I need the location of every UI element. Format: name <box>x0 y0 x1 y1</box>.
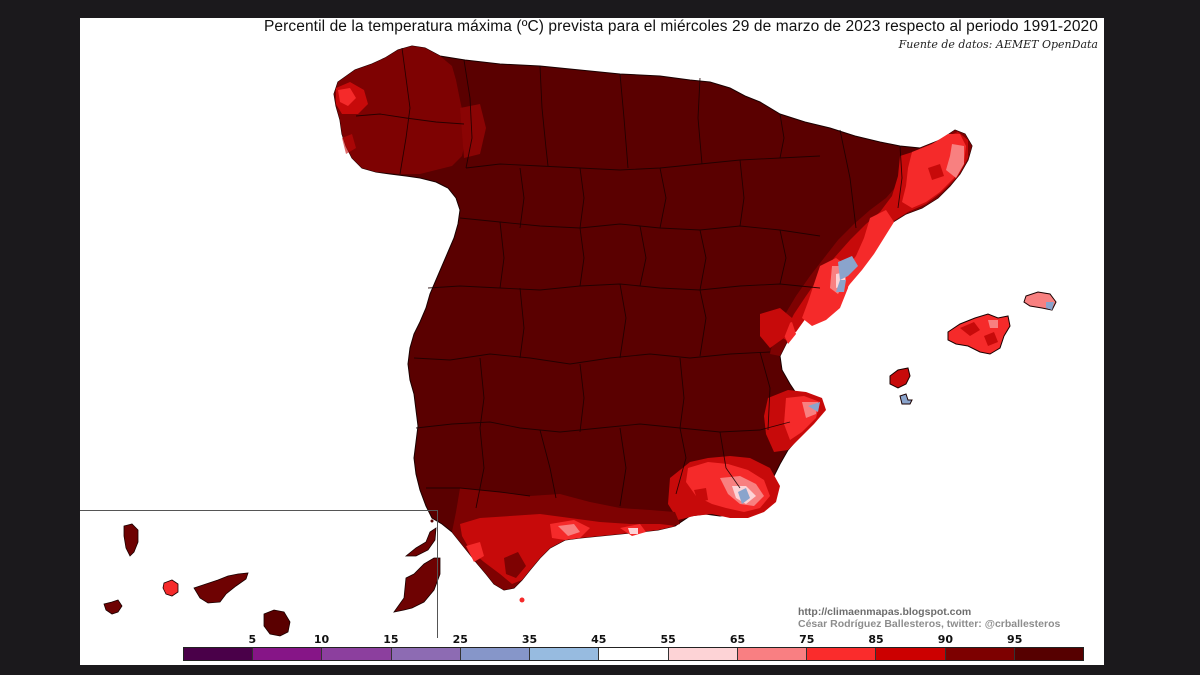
el-hierro <box>103 599 123 615</box>
formentera <box>899 393 913 405</box>
percentile-colorbar <box>183 647 1084 661</box>
canary-islands-inset-frame <box>80 510 438 638</box>
colorbar-segment <box>460 648 531 660</box>
map-panel: Percentil de la temperatura máxima (ºC) … <box>80 18 1104 665</box>
colorbar-tick: 95 <box>1007 633 1023 646</box>
colorbar-tick: 75 <box>799 633 815 646</box>
colorbar-segment <box>530 648 600 660</box>
ibiza <box>889 367 911 389</box>
colorbar-tick: 35 <box>521 633 538 646</box>
credits-author: César Rodríguez Ballesteros, twitter: @c… <box>798 618 1061 630</box>
colorbar-segment <box>391 648 461 660</box>
colorbar-segment <box>1014 648 1084 660</box>
colorbar-segment <box>599 648 669 660</box>
colorbar-segment <box>876 648 946 660</box>
la-palma <box>123 523 139 557</box>
gran-canaria <box>263 609 291 637</box>
colorbar-segment <box>253 648 323 660</box>
colorbar-segment <box>668 648 738 660</box>
fuerteventura <box>393 557 441 613</box>
tenerife <box>193 572 249 604</box>
colorbar-segment <box>807 648 877 660</box>
colorbar-ticks: 5 10 15 25 35 45 55 65 75 85 90 95 <box>183 633 1084 647</box>
data-source-label: Fuente de datos: AEMET OpenData <box>898 38 1098 51</box>
colorbar-tick: 90 <box>937 633 954 646</box>
colorbar-tick: 10 <box>313 633 330 646</box>
colorbar-tick: 5 <box>248 633 257 646</box>
spain-percentile-map <box>103 45 1057 637</box>
colorbar-tick: 45 <box>591 633 607 646</box>
mallorca <box>947 313 1011 355</box>
colorbar-tick: 15 <box>383 633 399 646</box>
lanzarote <box>404 527 437 557</box>
colorbar-segment <box>737 648 808 660</box>
colorbar-tick: 85 <box>868 633 884 646</box>
province-borders <box>355 47 903 509</box>
colorbar-segment <box>945 648 1015 660</box>
map-title: Percentil de la temperatura máxima (ºC) … <box>263 18 1098 35</box>
colorbar-tick: 65 <box>729 633 746 646</box>
colorbar-tick: 25 <box>452 633 468 646</box>
colorbar-segment <box>184 648 254 660</box>
credits: http://climaenmapas.blogspot.com César R… <box>798 606 1060 630</box>
credits-url: http://climaenmapas.blogspot.com <box>798 606 972 618</box>
colorbar-segment <box>322 648 392 660</box>
colorbar-tick: 55 <box>660 633 676 646</box>
la-gomera <box>162 579 179 597</box>
